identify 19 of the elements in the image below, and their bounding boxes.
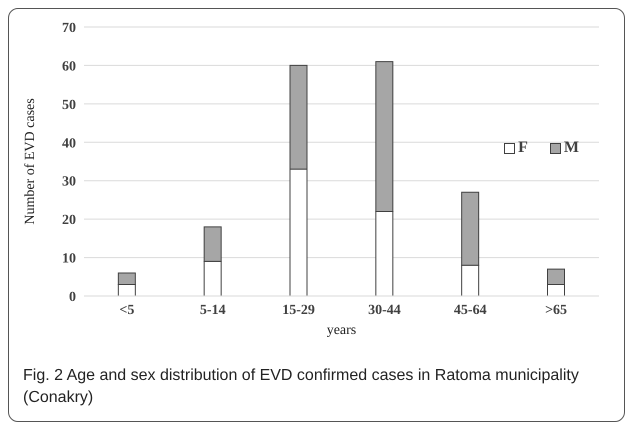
- x-tick-label: 15-29: [282, 302, 315, 318]
- y-axis-title: Number of EVD cases: [22, 98, 38, 225]
- caption: Fig. 2 Age and sex distribution of EVD confirmed cases in Ratoma municipality (Conakry): [23, 366, 580, 408]
- y-tick-label: 0: [69, 290, 76, 305]
- x-tick-label: 5-14: [200, 302, 226, 318]
- y-tick-label: 30: [62, 174, 76, 190]
- x-tick-label: 30-44: [368, 302, 401, 318]
- legend-label: F: [517, 139, 528, 157]
- x-tick-label: 45-64: [454, 302, 487, 318]
- y-tick-label: 50: [62, 98, 76, 113]
- legend-label: M: [562, 139, 579, 157]
- x-tick-label: >65: [545, 302, 568, 318]
- y-tick-label: 20: [62, 213, 76, 228]
- x-axis-title: years: [326, 323, 356, 338]
- y-tick-label: 70: [62, 20, 76, 36]
- y-tick-label: 60: [62, 59, 76, 74]
- y-tick-label: 40: [62, 136, 76, 152]
- x-tick-label: <5: [119, 302, 134, 318]
- y-tick-label: 10: [62, 252, 76, 267]
